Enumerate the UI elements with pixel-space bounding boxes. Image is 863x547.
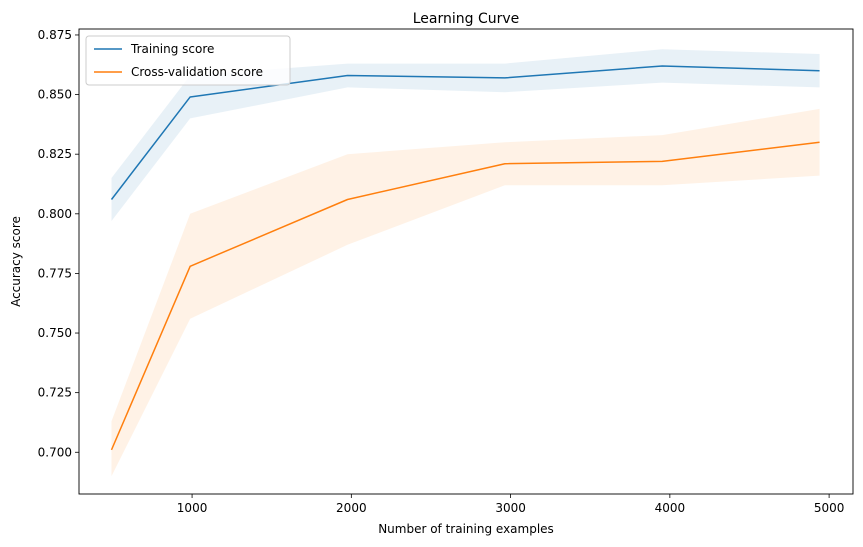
y-tick-label: 0.775: [38, 266, 72, 280]
x-tick-label: 3000: [495, 501, 526, 515]
line-cross-validation-score: [110, 141, 820, 451]
legend: Training score Cross-validation score: [85, 35, 291, 86]
y-tick-label: 0.850: [38, 88, 72, 102]
x-tick-label: 4000: [655, 501, 686, 515]
y-tick-label: 0.825: [38, 147, 72, 161]
plot-frame: [78, 28, 854, 495]
legend-label-training-score: Training score: [130, 42, 214, 56]
y-tick-label: 0.750: [38, 326, 72, 340]
band-training-score: [111, 49, 820, 221]
y-tick-label: 0.875: [38, 28, 72, 42]
x-tick-label: 1000: [177, 501, 208, 515]
line-training-score: [110, 65, 820, 200]
series-lines: [110, 65, 820, 451]
x-axis-label: Number of training examples: [378, 522, 554, 536]
x-axis: 1000 2000 3000 4000 5000: [177, 494, 845, 515]
y-tick-label: 0.800: [38, 207, 72, 221]
legend-label-cross-validation-score: Cross-validation score: [131, 65, 263, 79]
confidence-bands: [111, 49, 820, 477]
legend-box: [85, 35, 291, 86]
y-axis-label: Accuracy score: [9, 216, 23, 307]
y-tick-label: 0.700: [38, 445, 72, 459]
x-tick-label: 2000: [336, 501, 367, 515]
chart-title: Learning Curve: [413, 11, 520, 27]
x-tick-label: 5000: [814, 501, 845, 515]
band-cross-validation-score: [111, 108, 820, 477]
y-axis: 0.700 0.725 0.750 0.775 0.800 0.825 0.850 0.875: [38, 28, 79, 459]
y-tick-label: 0.725: [38, 386, 72, 400]
